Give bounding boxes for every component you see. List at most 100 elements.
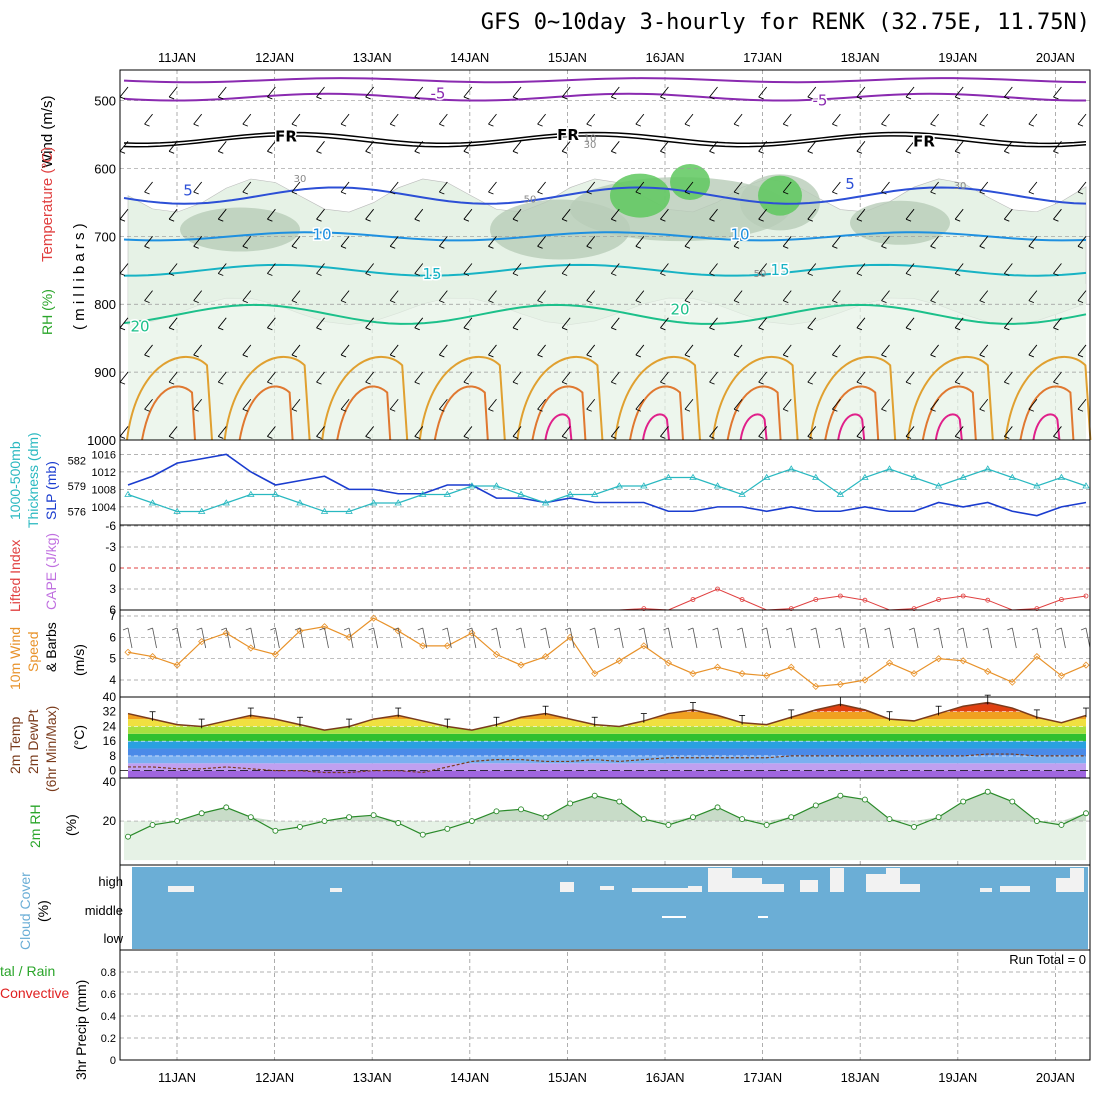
wind-barb (782, 181, 792, 193)
wind-barb-flag (193, 354, 199, 358)
wind-barb-flag (168, 96, 175, 100)
wind-barb (193, 344, 203, 356)
wind-barb (782, 290, 792, 301)
precip-ylabel-1: tal / Rain (0, 963, 55, 979)
wind-speed-point (1082, 661, 1090, 669)
wind-barb-flag (537, 245, 543, 249)
thickness-point (222, 499, 230, 506)
wind-barb (832, 290, 841, 301)
wind-barb-flag (439, 191, 445, 195)
rh2m-point (444, 825, 451, 832)
wind-barb-flag (684, 300, 691, 304)
wind-barb (733, 290, 743, 301)
wind-barb-flag (660, 96, 666, 100)
wind-barb-flag (783, 245, 789, 249)
wind-barb (1003, 371, 1013, 383)
wind-barb-flag (119, 96, 126, 100)
surface-wind-barb (545, 627, 550, 649)
temp-contour-30 (726, 385, 782, 441)
surface-wind-barb-flag (466, 627, 473, 631)
wind-barb (709, 426, 718, 437)
wind-barb (856, 86, 866, 98)
wind-barb (389, 113, 399, 125)
wind-barb-flag (193, 408, 199, 412)
wind-barb-flag (463, 273, 470, 276)
wind-barb-flag (365, 381, 371, 385)
wind-barb (660, 141, 669, 152)
thickness-point (885, 465, 894, 472)
wind-barb (316, 208, 325, 220)
contour-label: FR (275, 127, 297, 145)
wind-barb (267, 263, 276, 274)
wind-barb-flag (561, 381, 568, 385)
wind-barb (954, 208, 964, 220)
thickness-point (591, 490, 599, 497)
surface-wind-barb (446, 627, 452, 649)
wind-barb (1053, 371, 1062, 383)
wind-barb-flag (881, 300, 887, 304)
wind-barb-flag (758, 96, 764, 100)
wind-barb (930, 398, 939, 410)
surface-wind-barb-flag (810, 627, 816, 631)
wind-barb (832, 181, 841, 193)
wind-barb-flag (1028, 354, 1035, 358)
wind-barb-flag (267, 218, 273, 222)
surface-wind-barb-flag (614, 627, 620, 631)
surface-wind-barb (594, 627, 600, 649)
wind-barb (856, 371, 866, 383)
wind-barb-flag (242, 300, 248, 304)
temp-contour-15 (123, 263, 1087, 277)
wind-speed-point (885, 659, 894, 667)
wind-barb-flag (1004, 96, 1010, 100)
thickness-point (861, 473, 869, 480)
cloud-gap (632, 888, 688, 892)
wind-barb (463, 263, 473, 274)
contour-label: 10 (584, 133, 597, 144)
precip-ylabel-2: Convective (0, 985, 69, 1001)
x-axis-label-top: 11JAN (158, 50, 196, 65)
wind-barb-flag (1077, 354, 1084, 358)
wind-barb (217, 426, 227, 437)
wind-barb-flag (537, 123, 543, 127)
temp-ylabel-2: 2m DewPt (25, 709, 41, 774)
wind-ylabel-mid: Speed (25, 632, 41, 672)
wind-barb (905, 371, 915, 383)
wind-barb-flag (512, 218, 519, 222)
cloud-gap (886, 868, 900, 892)
wind-barb-flag (660, 273, 666, 276)
wind-barb (1003, 86, 1013, 98)
wind-barb-flag (365, 96, 371, 100)
wind-barb-flag (930, 123, 936, 127)
wind-barb (660, 86, 669, 98)
temp-contour-30 (1019, 385, 1075, 441)
rh-ylabel: 2m RH (27, 804, 43, 848)
surface-wind-barb-flag (319, 627, 325, 631)
temp-contour-minus5 (123, 92, 1087, 102)
wind-barb-flag (635, 300, 642, 304)
wind-barb (119, 263, 129, 274)
wind-speed-point (935, 655, 943, 663)
wind-barb (144, 398, 153, 410)
thickness-point (124, 490, 132, 497)
wind-speed-point (394, 627, 402, 635)
stability-ytick: -6 (105, 519, 116, 533)
wind-barb-flag (488, 191, 494, 195)
cloud-gap (1000, 886, 1030, 892)
temp-ylabel-3: (6hr Min/Max) (43, 706, 59, 792)
wind-barb (340, 181, 350, 193)
wind-barb (561, 426, 571, 437)
wind-barb-flag (611, 273, 617, 276)
slp-ytick: 1004 (92, 502, 116, 514)
rh2m-point (640, 816, 647, 823)
wind-barb (365, 371, 374, 383)
surface-wind-barb (176, 627, 182, 649)
wind-barb-flag (955, 381, 961, 385)
surface-wind-barb-flag (835, 627, 841, 631)
thickness-point (762, 473, 771, 480)
wind-barb-flag (218, 436, 224, 439)
wind-barb-flag (463, 327, 470, 331)
wind-barb (1028, 290, 1038, 301)
wind-barb-flag (856, 327, 863, 331)
wind-barb (389, 398, 399, 410)
wind-barb-flag (561, 96, 568, 100)
